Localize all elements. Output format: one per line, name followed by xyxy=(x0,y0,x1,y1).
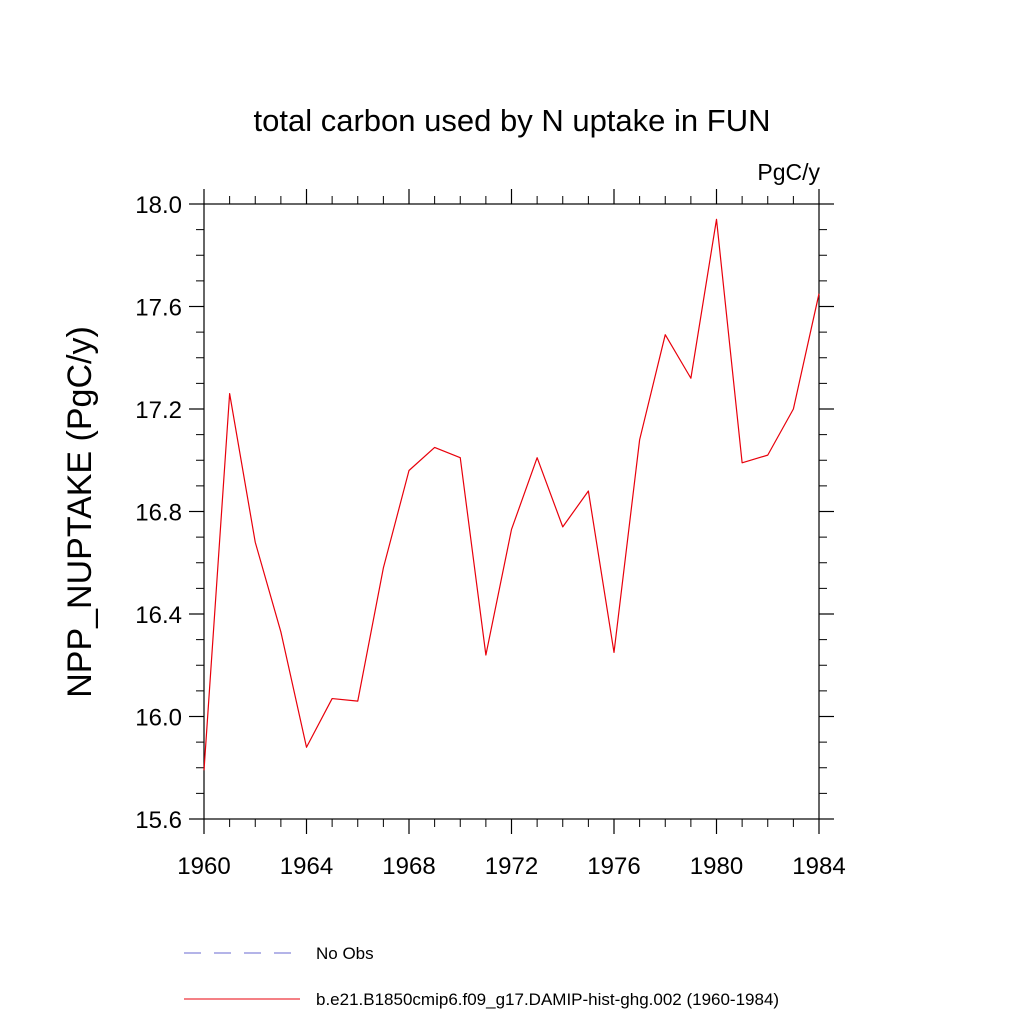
y-tick-labels: 15.6 16.0 16.4 16.8 17.2 17.6 18.0 xyxy=(135,192,182,834)
y-axis-label: NPP_NUPTAKE (PgC/y) xyxy=(61,326,99,698)
legend: No Obs b.e21.B1850cmip6.f09_g17.DAMIP-hi… xyxy=(184,944,779,1009)
y-tick-label: 15.6 xyxy=(135,807,182,834)
y-tick-label: 17.2 xyxy=(135,397,182,424)
legend-label-model-run: b.e21.B1850cmip6.f09_g17.DAMIP-hist-ghg.… xyxy=(316,990,779,1009)
x-tick-labels: 1960 1964 1968 1972 1976 1980 1984 xyxy=(177,853,845,880)
x-tick-label: 1960 xyxy=(177,853,230,880)
units-label: PgC/y xyxy=(757,159,820,185)
y-tick-label: 16.0 xyxy=(135,705,182,732)
legend-label-no-obs: No Obs xyxy=(316,944,374,963)
x-tick-label: 1976 xyxy=(587,853,640,880)
y-tick-label: 16.4 xyxy=(135,602,182,629)
axis-ticks xyxy=(189,189,834,834)
y-tick-label: 18.0 xyxy=(135,192,182,219)
x-tick-label: 1980 xyxy=(690,853,743,880)
x-tick-label: 1968 xyxy=(382,853,435,880)
chart-title: total carbon used by N uptake in FUN xyxy=(254,103,771,138)
x-tick-label: 1984 xyxy=(792,853,845,880)
y-tick-label: 17.6 xyxy=(135,295,182,322)
x-tick-label: 1964 xyxy=(280,853,333,880)
plot-frame xyxy=(203,203,820,820)
y-tick-label: 16.8 xyxy=(135,500,182,527)
series-line xyxy=(203,218,820,771)
series-group xyxy=(203,218,820,771)
x-tick-label: 1972 xyxy=(485,853,538,880)
